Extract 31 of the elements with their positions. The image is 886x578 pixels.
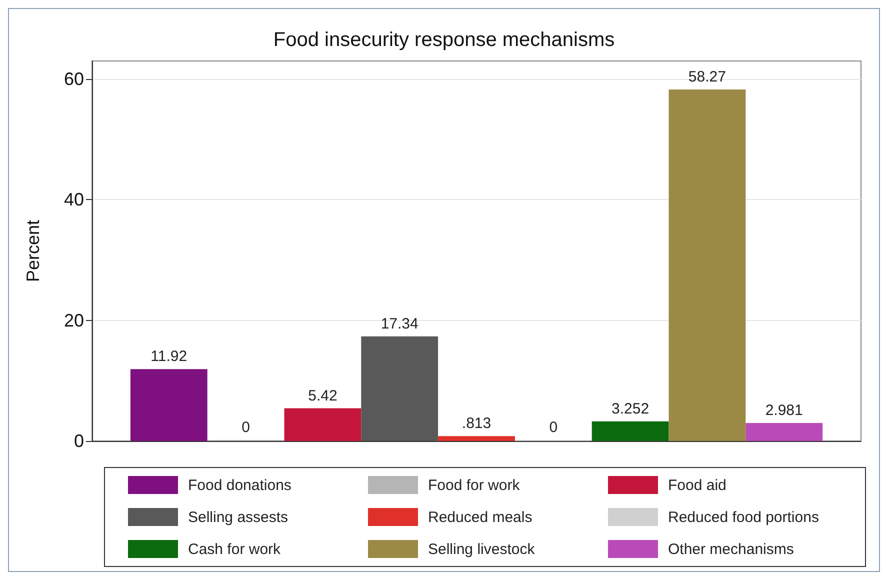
data-label: 11.92	[150, 348, 188, 366]
bar	[130, 369, 208, 441]
y-axis-title: Percent	[23, 220, 43, 282]
legend-label: Other mechanisms	[668, 540, 794, 558]
data-label: 0	[242, 419, 250, 436]
bar	[746, 423, 823, 441]
bar	[438, 436, 515, 441]
y-tick-label: 40	[64, 190, 84, 210]
legend-label: Food aid	[668, 476, 726, 494]
legend-label: Selling assests	[188, 508, 288, 526]
data-label: 2.981	[765, 402, 803, 420]
data-label: 17.34	[380, 315, 418, 332]
legend-label: Selling livestock	[428, 540, 535, 558]
data-label: 0	[549, 419, 558, 436]
bar	[284, 408, 362, 441]
legend-label: Food donations	[188, 476, 292, 494]
bar	[361, 336, 438, 441]
legend-label: Reduced food portions	[668, 508, 819, 526]
bar	[592, 421, 669, 441]
data-label: 58.27	[688, 68, 726, 86]
y-tick-label: 20	[64, 310, 84, 330]
data-label: 3.252	[612, 400, 650, 418]
legend-label: Food for work	[428, 476, 520, 494]
legend-label: Reduced meals	[428, 508, 532, 526]
chart-title: Food insecurity response mechanisms	[273, 29, 615, 51]
y-tick-label: 0	[74, 431, 84, 451]
legend-label: Cash for work	[188, 540, 281, 558]
data-label: 5.42	[308, 387, 338, 404]
y-tick-label: 60	[64, 69, 84, 90]
bar	[668, 90, 746, 441]
data-label: .813	[462, 415, 492, 432]
